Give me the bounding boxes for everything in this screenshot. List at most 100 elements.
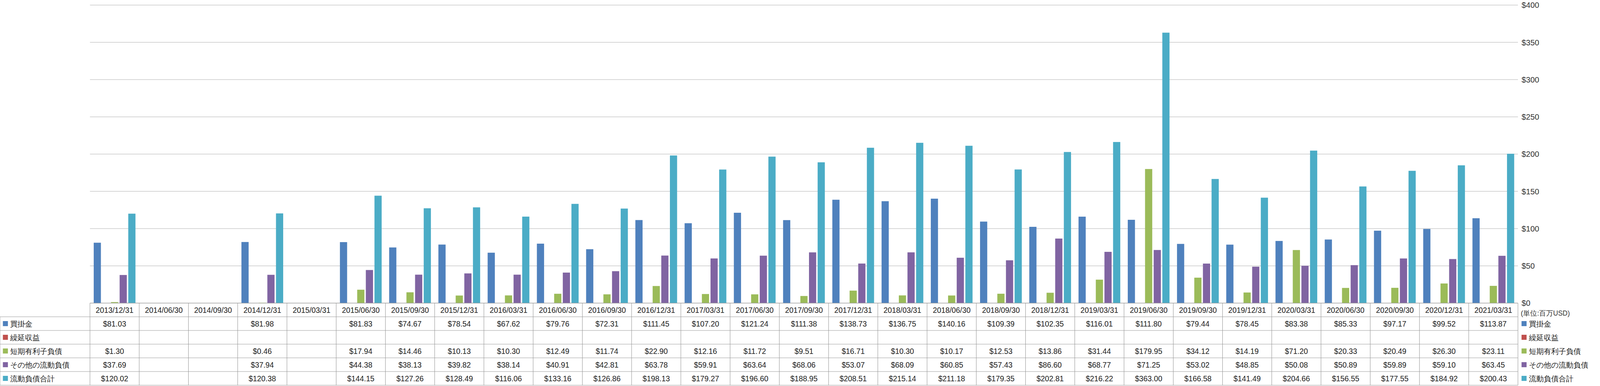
table-cell: $0.46 [252,346,272,356]
table-cell: $37.94 [250,360,274,369]
table-line [0,384,1518,385]
table-cell: $116.01 [1085,319,1113,328]
bar [1301,265,1309,303]
legend-key [1521,361,1527,367]
grid-line [89,302,1518,303]
bar [1005,260,1013,303]
bar [522,216,530,303]
unit-label: (単位:百万USD) [1520,308,1570,317]
table-cell: $63.64 [743,360,767,369]
table-line [1419,302,1420,385]
grid-line [89,42,1518,43]
table-cell: $208.51 [839,373,867,383]
table-cell: $136.75 [888,319,917,328]
category-label: 2017/09/30 [785,305,824,315]
table-cell: $14.19 [1235,346,1259,356]
table-line [1222,302,1223,385]
category-label: 2018/06/30 [932,305,971,315]
category-label: 2015/03/31 [292,305,331,315]
category-label: 2018/09/30 [982,305,1020,315]
table-cell: $10.13 [447,346,471,356]
table-line [385,302,386,385]
bar [1350,264,1358,303]
table-cell: $22.90 [644,346,668,356]
table-cell: $109.39 [987,319,1015,328]
bar [858,263,866,303]
bar [1046,292,1054,303]
category-label: 2016/12/31 [637,305,676,315]
bars [93,32,1515,303]
table-line [729,302,731,385]
category-label: 2018/03/31 [883,305,922,315]
table-cell: $179.95 [1135,346,1163,356]
table-cell: $78.54 [447,319,471,328]
bar [267,274,275,303]
bar [661,255,669,303]
legend-key [2,334,8,340]
bar [119,274,127,303]
row-header: 短期有利子負債 [10,346,63,356]
category-label: 2019/09/30 [1178,305,1217,315]
bar [464,273,472,303]
table-cell: $81.03 [103,319,127,328]
table-cell: $128.49 [445,373,474,383]
bar [1153,249,1161,303]
table-cell: $140.16 [937,319,966,328]
table-cell: $111.38 [791,319,818,328]
table-cell: $14.46 [398,346,422,356]
table-cell: $59.91 [693,360,717,369]
table-cell: $196.60 [741,373,769,383]
table-cell: $83.38 [1284,319,1308,328]
row-header: 買掛金 [10,319,33,328]
table-cell: $10.30 [496,346,520,356]
table-line [0,357,1518,358]
category-label: 2013/12/31 [95,305,134,315]
table-line [89,302,91,385]
bar [1373,230,1381,303]
table-cell: $120.38 [248,373,277,383]
table-cell: $204.66 [1282,373,1311,383]
legend-label: 繰延収益 [1528,332,1559,342]
legend-key [2,375,8,381]
table-line [582,302,583,385]
table-cell: $20.49 [1383,346,1407,356]
table-cell: $126.86 [593,373,621,383]
legend-key [2,348,8,354]
bar [1449,258,1457,303]
table-cell: $63.78 [644,360,668,369]
table-cell: $202.81 [1036,373,1064,383]
table-cell: $156.55 [1332,373,1360,383]
bar [423,208,431,303]
bar [513,274,521,303]
bar [881,200,889,303]
table-line [286,302,288,385]
table-cell: $179.27 [691,373,720,383]
bar [1104,251,1112,303]
bar [374,195,382,303]
table-line [1271,302,1272,385]
table-line [976,302,977,385]
bar [1055,238,1063,303]
table-cell: $97.17 [1383,319,1407,328]
table-cell: $121.24 [741,319,769,328]
bar [1408,170,1416,303]
bar [1342,287,1350,303]
table-cell: $133.16 [544,373,572,383]
table-cell: $111.45 [642,319,670,328]
legend: 買掛金繰延収益短期有利子負債その他の流動負債流動負債合計 [1521,319,1588,383]
table-cell: $71.25 [1137,360,1161,369]
table-cell: $363.00 [1135,373,1163,383]
bar [965,145,973,303]
table-cell: $177.55 [1381,373,1409,383]
table-cell: $68.09 [891,360,915,369]
table-cell: $11.72 [743,346,767,356]
table-cell: $10.17 [940,346,964,356]
table-cell: $60.85 [940,360,964,369]
table-line [1173,302,1174,385]
bar [389,247,397,303]
table-cell: $81.98 [250,319,274,328]
bar [684,223,692,303]
category-label: 2014/09/30 [194,305,233,315]
bar [907,251,915,303]
category-label: 2019/03/31 [1080,305,1119,315]
